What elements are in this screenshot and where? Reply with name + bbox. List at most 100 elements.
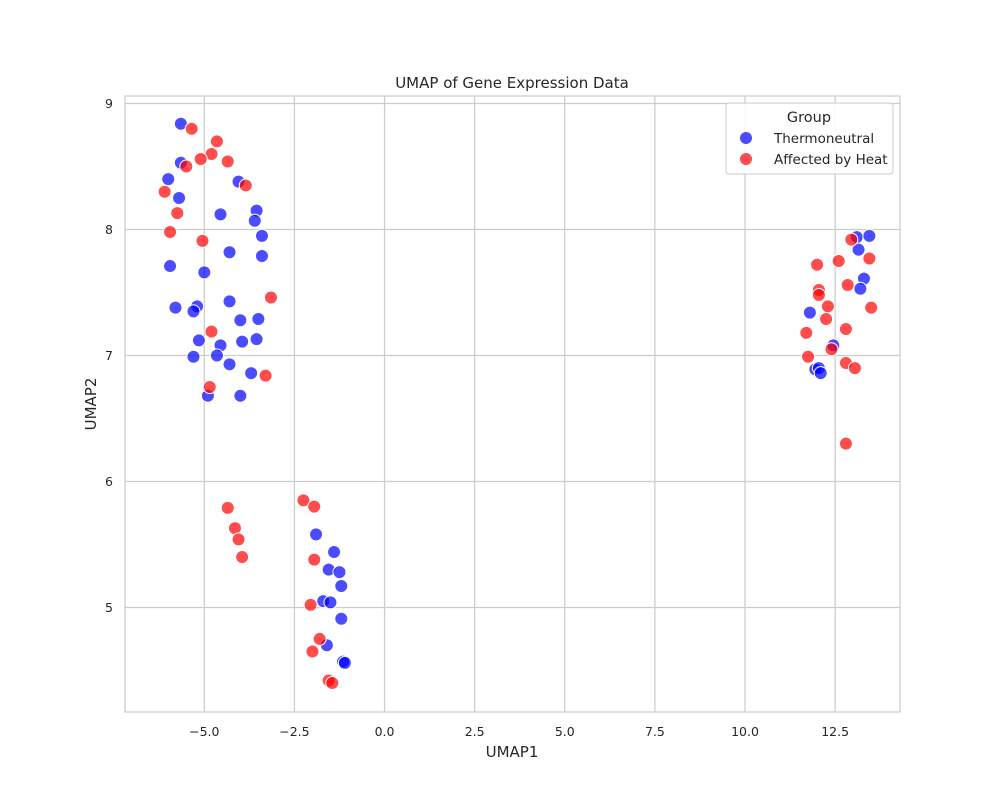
y-tick-labels: 5 6 7 8 9 [105,96,113,615]
point-affected-by-heat [831,254,846,269]
chart-title: UMAP of Gene Expression Data [395,74,629,92]
point-affected-by-heat [307,552,322,567]
point-affected-by-heat [844,232,859,247]
point-thermoneutral [332,565,347,580]
point-thermoneutral [235,334,250,349]
point-thermoneutral [249,332,264,347]
point-affected-by-heat [824,342,839,357]
point-thermoneutral [334,579,349,594]
point-affected-by-heat [220,154,235,169]
point-affected-by-heat [847,361,862,376]
point-affected-by-heat [193,151,208,166]
point-affected-by-heat [179,159,194,174]
point-affected-by-heat [799,325,814,340]
point-thermoneutral [222,357,237,372]
point-affected-by-heat [820,299,835,314]
point-thermoneutral [197,265,212,280]
x-tick-label: 0.0 [375,724,395,739]
point-affected-by-heat [209,134,224,149]
point-thermoneutral [254,248,269,263]
x-tick-label: 12.5 [821,724,849,739]
y-tick-label: 8 [105,222,113,237]
point-affected-by-heat [811,288,826,303]
point-affected-by-heat [157,184,172,199]
point-affected-by-heat [195,233,210,248]
point-thermoneutral [813,366,828,381]
point-thermoneutral [186,304,201,319]
point-affected-by-heat [170,206,185,221]
point-thermoneutral [851,242,866,257]
point-affected-by-heat [312,631,327,646]
y-tick-label: 9 [105,96,113,111]
point-thermoneutral [161,172,176,187]
point-affected-by-heat [220,500,235,515]
point-thermoneutral [327,545,342,560]
x-tick-label: 2.5 [465,724,485,739]
legend-box [725,102,894,175]
point-affected-by-heat [258,368,273,383]
point-thermoneutral [222,245,237,260]
y-tick-label: 6 [105,474,113,489]
point-affected-by-heat [231,532,246,547]
point-thermoneutral [222,294,237,309]
point-thermoneutral [163,259,178,274]
point-thermoneutral [334,611,349,626]
legend-marker-affected-by-heat [739,152,753,166]
legend-label-thermoneutral: Thermoneutral [773,131,874,147]
point-thermoneutral [254,228,269,243]
point-affected-by-heat [307,499,322,514]
x-tick-label: 7.5 [645,724,665,739]
legend-title: Group [787,110,831,126]
point-affected-by-heat [819,311,834,326]
point-affected-by-heat [862,251,877,266]
x-axis-label: UMAP1 [486,743,539,761]
point-affected-by-heat [840,277,855,292]
point-thermoneutral [337,655,352,670]
y-tick-label: 7 [105,348,113,363]
point-thermoneutral [244,366,259,381]
point-affected-by-heat [810,257,825,272]
point-thermoneutral [168,300,183,315]
point-affected-by-heat [305,644,320,659]
point-affected-by-heat [325,676,340,691]
x-tick-label: −5.0 [189,724,219,739]
x-tick-label: 10.0 [731,724,759,739]
point-thermoneutral [309,527,324,542]
point-affected-by-heat [235,550,250,565]
point-thermoneutral [213,207,228,222]
point-thermoneutral [862,228,877,243]
point-thermoneutral [233,313,248,328]
point-affected-by-heat [296,493,311,508]
point-affected-by-heat [202,379,217,394]
x-tick-label: −2.5 [279,724,309,739]
y-tick-label: 5 [105,600,113,615]
point-thermoneutral [247,213,262,228]
data-points [157,116,879,691]
plot-frame [124,95,901,713]
point-affected-by-heat [204,324,219,339]
point-thermoneutral [323,595,338,610]
x-tick-label: 5.0 [555,724,575,739]
point-thermoneutral [251,311,266,326]
point-affected-by-heat [801,349,816,364]
point-thermoneutral [209,348,224,363]
legend: Group Thermoneutral Affected by Heat [725,102,894,175]
grid-lines [125,96,900,712]
x-tick-labels: −5.0 −2.5 0.0 2.5 5.0 7.5 10.0 12.5 [189,724,849,739]
point-thermoneutral [172,191,187,206]
point-thermoneutral [802,305,817,320]
point-affected-by-heat [838,436,853,451]
point-thermoneutral [191,333,206,348]
legend-marker-thermoneutral [739,131,753,145]
point-thermoneutral [853,281,868,296]
point-thermoneutral [186,349,201,364]
legend-label-affected-by-heat: Affected by Heat [774,152,888,168]
point-affected-by-heat [163,225,178,240]
point-affected-by-heat [184,121,199,136]
point-affected-by-heat [238,178,253,193]
point-thermoneutral [233,388,248,403]
y-axis-label: UMAP2 [82,378,100,431]
point-affected-by-heat [838,322,853,337]
point-affected-by-heat [303,597,318,612]
